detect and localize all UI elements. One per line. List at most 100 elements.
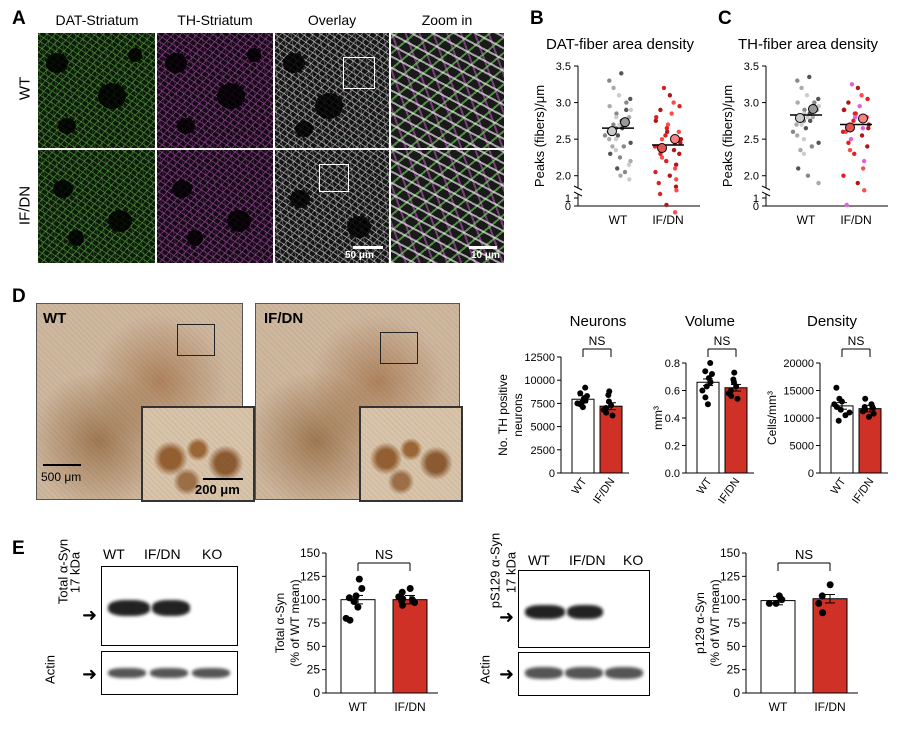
data-point bbox=[355, 575, 363, 583]
data-point bbox=[801, 151, 807, 156]
animal-mean-point bbox=[607, 126, 617, 137]
y-tick-label: 0 bbox=[313, 686, 320, 700]
data-point bbox=[345, 594, 353, 602]
data-point bbox=[667, 173, 672, 178]
y-tick-label: 125 bbox=[720, 569, 740, 583]
y-tick-label: 2.0 bbox=[744, 171, 759, 183]
arrow-icon: ➜ bbox=[82, 664, 98, 684]
data-point bbox=[615, 166, 620, 171]
data-point bbox=[861, 158, 867, 164]
data-point bbox=[815, 599, 823, 607]
panel-e-label: E bbox=[12, 538, 25, 559]
data-point bbox=[659, 155, 665, 160]
blot2-kda: 17 kDa bbox=[503, 551, 519, 594]
scale-bar bbox=[203, 478, 243, 480]
data-point bbox=[865, 413, 872, 420]
data-point bbox=[796, 166, 801, 171]
data-point bbox=[848, 136, 854, 142]
data-point bbox=[852, 115, 858, 120]
y-tick-label: 0.0 bbox=[665, 468, 680, 480]
y-tick-label: 75 bbox=[727, 616, 741, 630]
y-tick-label: 100 bbox=[300, 593, 320, 607]
data-point bbox=[611, 85, 616, 91]
y-tick-label: 25 bbox=[307, 663, 321, 677]
y-tick-label: 12500 bbox=[524, 352, 555, 364]
data-point bbox=[609, 412, 616, 419]
data-point bbox=[663, 133, 668, 138]
data-point bbox=[765, 599, 773, 607]
data-point bbox=[671, 100, 676, 105]
band bbox=[567, 605, 603, 619]
y-tick-label: 20000 bbox=[783, 358, 814, 370]
data-point bbox=[816, 140, 821, 145]
data-point bbox=[602, 133, 608, 138]
bar bbox=[392, 599, 428, 694]
axis-break-mark bbox=[573, 185, 583, 191]
data-point bbox=[852, 111, 858, 116]
data-point bbox=[826, 581, 834, 589]
data-point bbox=[667, 93, 673, 98]
data-point bbox=[835, 417, 842, 424]
x-tick-label: WT bbox=[349, 700, 368, 714]
data-point bbox=[857, 104, 862, 109]
data-point bbox=[607, 136, 612, 142]
blot1-kda: 17 kDa bbox=[67, 551, 83, 594]
scale-bar bbox=[43, 464, 81, 466]
band bbox=[152, 600, 190, 616]
data-point bbox=[801, 136, 807, 142]
data-point bbox=[624, 107, 629, 113]
x-tick-label: IF/DN bbox=[652, 213, 683, 227]
data-point bbox=[865, 144, 870, 149]
blot2-lane-ifdn: IF/DN bbox=[569, 552, 606, 568]
chart-density: 0 5000 10000 15000 20000 Cells/mm³ WT IF/DN NS bbox=[765, 335, 888, 506]
bar bbox=[812, 598, 848, 694]
chart-total-syn: 0 25 50 75 100 125 150 Total α-Syn (% of WT mean… bbox=[273, 546, 438, 714]
animal-mean-point bbox=[858, 113, 868, 124]
image-dat-wt bbox=[38, 33, 155, 148]
y-axis-label: No. TH positive bbox=[496, 374, 510, 456]
col-title-th: TH-Striatum bbox=[177, 12, 253, 28]
data-point bbox=[664, 125, 670, 131]
y-tick-label: 0.6 bbox=[665, 386, 680, 398]
data-point bbox=[778, 596, 786, 604]
chart-b: 3.5 3.0 2.5 2.0 10 Peaks (fibers)/μm WT IF/DN bbox=[532, 61, 700, 227]
data-point bbox=[619, 71, 624, 76]
chart-c: 3.5 3.0 2.5 2.0 10 Peaks (fibers)/μm WT IF/DN bbox=[720, 61, 888, 227]
data-point bbox=[866, 125, 871, 131]
data-point bbox=[809, 144, 815, 149]
data-point bbox=[658, 107, 663, 113]
data-point bbox=[810, 115, 815, 120]
image-zoom-wt bbox=[391, 33, 504, 148]
panel-d-label: D bbox=[12, 286, 26, 307]
data-point bbox=[838, 398, 845, 405]
data-point bbox=[859, 93, 864, 98]
data-point bbox=[704, 401, 711, 408]
ish-inset-wt: 200 μm bbox=[141, 406, 255, 502]
y-tick-label: 0 bbox=[549, 468, 555, 480]
data-point bbox=[671, 147, 677, 153]
row-label-wt: WT bbox=[16, 76, 34, 101]
data-point bbox=[837, 406, 844, 413]
data-point bbox=[833, 384, 840, 391]
bar bbox=[340, 599, 376, 694]
y-tick-label: 1 bbox=[565, 193, 571, 205]
data-point bbox=[661, 85, 667, 91]
data-point bbox=[411, 598, 419, 606]
image-overlay-ifdn: 50 μm bbox=[275, 150, 389, 263]
data-point bbox=[626, 162, 632, 167]
y-axis-label: (% of WT mean) bbox=[288, 579, 302, 666]
data-point bbox=[842, 412, 849, 419]
data-point bbox=[398, 601, 406, 609]
y-tick-label: 75 bbox=[307, 616, 321, 630]
panel-b-label: B bbox=[530, 8, 544, 29]
x-tick-label: WT bbox=[797, 213, 816, 227]
data-point bbox=[798, 147, 803, 153]
arrow-icon: ➜ bbox=[499, 607, 515, 627]
data-point bbox=[607, 104, 612, 109]
data-point bbox=[795, 78, 800, 83]
data-point bbox=[673, 162, 679, 167]
x-tick-label: WT bbox=[570, 476, 590, 497]
chart-neurons: 0 2500 5000 7500 10000 12500 No. TH positive ne… bbox=[496, 335, 629, 506]
data-point bbox=[677, 151, 682, 156]
blot2-lane-ko: KO bbox=[623, 552, 644, 568]
